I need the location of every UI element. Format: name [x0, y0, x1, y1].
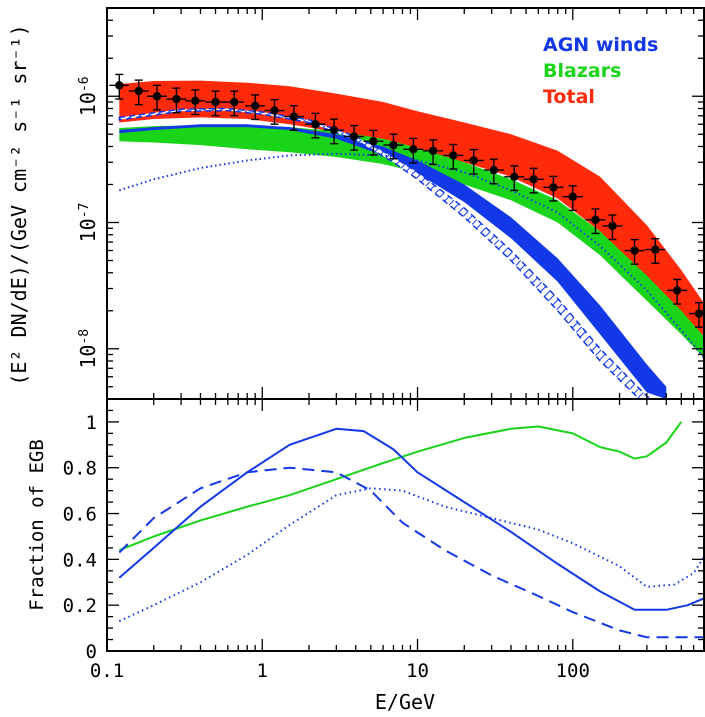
line-agn-winds-dotted: [118, 152, 704, 359]
band-agn-winds-dashed: [118, 107, 654, 399]
band-agn-winds: [119, 124, 667, 399]
data-point: [109, 73, 130, 100]
data-point: [667, 278, 688, 305]
x-axis-label: E/GeV: [375, 690, 435, 714]
data-point: [324, 118, 345, 145]
data-point: [645, 238, 666, 264]
legend-agn-winds: AGN winds: [543, 34, 658, 56]
line-agn-winds-dotted: [118, 487, 704, 623]
data-point: [585, 208, 606, 235]
legend-blazars: Blazars: [543, 60, 621, 82]
data-point: [523, 167, 544, 194]
band-total: [119, 80, 704, 355]
data-point: [624, 238, 645, 265]
line-agn-winds-dashed: [118, 466, 704, 639]
data-point: [463, 148, 484, 175]
x-tick-label: 10: [406, 660, 429, 682]
y-tick-label: 1: [86, 412, 97, 434]
data-point: [185, 89, 206, 116]
data-point: [688, 301, 704, 328]
line-agn-winds-solid: [118, 427, 704, 611]
legend: AGN winds Blazars Total: [543, 34, 658, 108]
x-tick-label: 0.1: [90, 660, 124, 682]
bottom-panel: 0 0.2 0.4 0.6 0.8 1 0.1 1 10 100: [63, 398, 705, 682]
data-point: [403, 137, 424, 164]
data-point: [383, 133, 404, 160]
data-point: [602, 214, 623, 241]
data-point: [483, 158, 504, 185]
data-point: [443, 143, 464, 170]
data-point: [344, 124, 365, 151]
x-tick-label: 100: [556, 660, 590, 682]
legend-total: Total: [543, 86, 595, 108]
data-point: [147, 84, 168, 111]
x-tick-label: 1: [257, 660, 268, 682]
y-tick-label: 0.8: [63, 458, 97, 480]
bottom-frame: [106, 398, 705, 652]
top-y-axis-label: (E² DN/dE)/(GeV cm⁻² s⁻¹ sr⁻¹): [7, 24, 31, 385]
data-point: [264, 98, 285, 125]
data-point: [205, 90, 226, 117]
y-tick-label: 0.4: [63, 549, 97, 571]
y-tick-label: 0.2: [63, 595, 97, 617]
y-tick-label: 10-7: [76, 203, 100, 243]
bottom-y-axis-label: Fraction of EGB: [26, 439, 48, 611]
data-point: [423, 139, 444, 166]
data-point: [504, 165, 525, 192]
data-point: [305, 112, 326, 139]
data-point: [224, 90, 245, 117]
data-point: [283, 104, 304, 131]
data-point: [245, 94, 266, 121]
data-point: [363, 129, 384, 156]
top-panel: 10-8 10-7 10-6 AGN winds Blazars Total: [76, 7, 705, 400]
data-point: [543, 175, 564, 202]
y-tick-label: 10-6: [76, 76, 100, 116]
line-blazars: [118, 421, 683, 552]
data-point: [562, 185, 583, 212]
band-blazars: [119, 125, 704, 358]
y-tick-label: 10-8: [76, 329, 100, 369]
data-point: [166, 87, 187, 114]
y-tick-label: 0.6: [63, 504, 97, 526]
y-tick-label: 0: [86, 641, 97, 663]
data-point: [128, 79, 149, 106]
